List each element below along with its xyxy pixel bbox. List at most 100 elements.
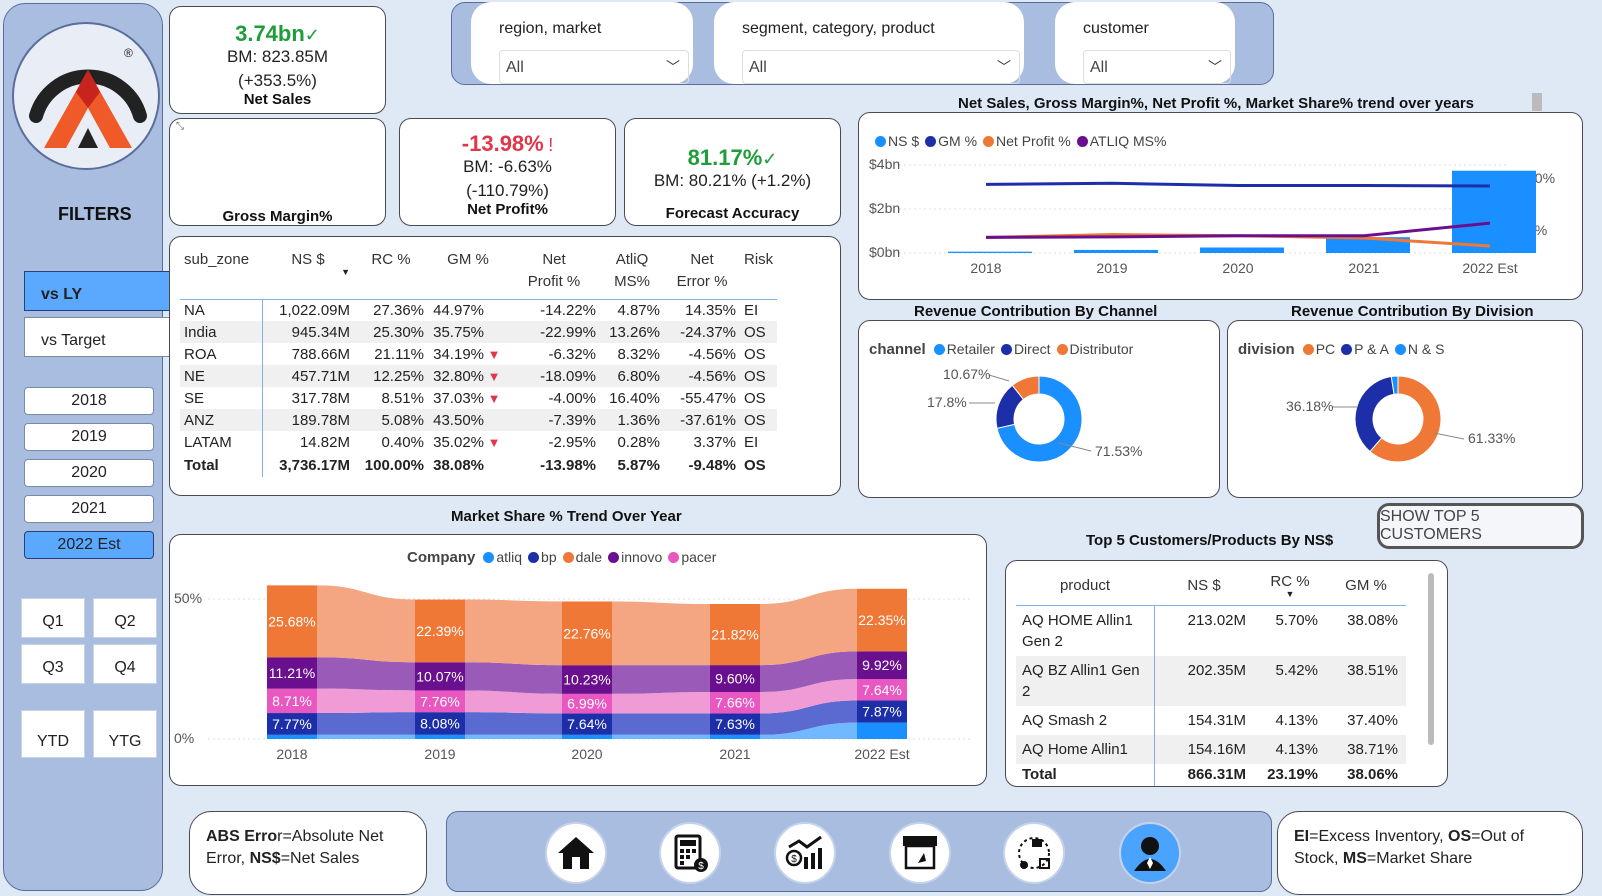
supply-chain-icon[interactable] [1003,822,1065,884]
period-ytd-button[interactable]: YTD [21,710,85,758]
cell-text: 202.35M [1187,661,1246,679]
legend-item[interactable]: Distributor [1069,341,1134,357]
period-q4-button[interactable]: Q4 [93,644,157,684]
legend-item[interactable]: P & A [1354,341,1389,357]
period-q3-button[interactable]: Q3 [21,644,85,684]
table-row[interactable]: India 945.34M 25.30% 35.75% -22.99% 13.26% -24… [180,321,778,343]
legend-item[interactable]: Direct [1013,341,1051,357]
scroll-handle[interactable] [1532,93,1542,111]
table-row[interactable]: AQ HOME Allin1 Gen 2 213.02M 5.70% 38.08% [1016,605,1406,656]
show-top5-customers-button[interactable]: SHOW TOP 5 CUSTOMERS [1377,503,1584,549]
legend-item[interactable]: PC [1315,341,1336,357]
column-header[interactable]: RC % ▼ [1254,567,1326,606]
table-cell: 4.13% [1254,735,1326,764]
legend-item[interactable]: N & S [1407,341,1445,357]
legend-item[interactable]: bp [541,549,557,565]
table-cell: 14.82M [262,431,354,453]
column-header[interactable]: NS $ [1154,567,1254,606]
top5-scrollbar[interactable] [1428,573,1434,745]
sort-desc-icon: ▼ [1285,589,1295,600]
column-header[interactable]: product [1016,567,1154,606]
x-tick-label: 2021 [1348,260,1379,276]
legend-item[interactable]: GM % [938,133,978,149]
column-header[interactable]: Net Profit % [508,245,600,300]
legend-item[interactable]: ATLIQ MS% [1089,133,1167,149]
column-header[interactable]: GM % [428,245,508,300]
legend-item[interactable]: Retailer [946,341,995,357]
table-cell: OS [740,343,777,365]
comparison-vs-target-button[interactable]: vs Target [24,317,179,357]
ribbon-dale [465,599,562,666]
cell-text: AQ HOME Allin1 [1022,611,1133,629]
table-cell: ROA [180,343,263,365]
table-row[interactable]: NA 1,022.09M 27.36% 44.97% -14.22% 4.87% 14.35… [180,299,778,321]
table-cell: 32.80% ▼ [428,365,508,387]
net-sales-label: Net Sales [243,91,312,108]
slicer-dropdown[interactable]: All ﹀ [1083,50,1231,84]
period-ytg-button[interactable]: YTG [93,710,157,758]
year-2021-button[interactable]: 2021 [24,495,154,523]
cell-text: -13.98% [540,456,596,474]
data-label: 7.64% [567,716,607,732]
header-text: Risk [744,251,774,268]
year-2022-est-button[interactable]: 2022 Est [24,531,154,559]
slicer-dropdown[interactable]: All ﹀ [742,50,1020,84]
net-profit-card: -13.98% ! BM: -6.63% (-110.79%) Net Prof… [399,118,616,226]
legend-item[interactable]: atliq [496,549,523,565]
cell-text: -7.39% [548,411,596,429]
legend-item[interactable]: dale [575,549,603,565]
table-cell: 35.02% ▼ [428,431,508,453]
column-header[interactable]: GM % [1326,567,1406,606]
legend-item[interactable]: NS $ [888,133,920,149]
cell-text: OS [744,345,766,363]
table-row[interactable]: AQ BZ Allin1 Gen 2 202.35M 5.42% 38.51% [1016,655,1406,706]
table-cell: 8.51% [354,387,428,409]
column-header[interactable]: Risk [740,245,778,300]
user-icon[interactable] [1119,822,1181,884]
table-row[interactable]: AQ Home Allin1 154.16M 4.13% 38.71% [1016,734,1406,764]
home-icon[interactable] [545,822,607,884]
channel-card: channel Retailer Direct Distributor 71.53% 1… [858,320,1220,498]
store-icon[interactable] [889,822,951,884]
column-header[interactable]: RC % [354,245,428,300]
cell-text: -4.00% [548,389,596,407]
header-text: RC % [371,251,411,268]
legend-item[interactable]: pacer [681,549,717,565]
period-q1-button[interactable]: Q1 [21,598,85,638]
period-q2-button[interactable]: Q2 [93,598,157,638]
table-row[interactable]: LATAM 14.82M 0.40% 35.02% ▼ -2.95% 0.28% 3.37% E… [180,431,778,453]
cell-text: ANZ [184,411,214,429]
table-cell: 945.34M [262,321,354,343]
year-2018-button[interactable]: 2018 [24,387,154,415]
calculator-icon[interactable]: $ [659,822,721,884]
ribbon-bp [465,712,562,735]
legend-swatch [1076,136,1088,147]
slice-label: 71.53% [1095,443,1142,459]
table-cell: 8.32% [600,343,664,365]
ribbon-innovo [465,662,562,694]
finance-chart-icon[interactable]: $ [774,822,836,884]
year-2019-button[interactable]: 2019 [24,423,154,451]
comparison-vs-ly-button[interactable]: vs LY [24,271,179,311]
column-header[interactable]: AtliQ MS% [600,245,664,300]
slicer-dropdown[interactable]: All ﹀ [499,50,689,84]
abbrev-key: OS [1448,828,1472,845]
bar-segment-bp [562,713,612,735]
data-label: 22.35% [858,612,905,628]
column-header[interactable]: Net Error % [664,245,740,300]
year-2020-button[interactable]: 2020 [24,459,154,487]
table-row[interactable]: ANZ 189.78M 5.08% 43.50% -7.39% 1.36% -37.61% O… [180,409,778,431]
legend-item[interactable]: Net Profit % [996,133,1071,149]
column-header[interactable]: sub_zone [180,245,262,300]
table-row[interactable]: NE 457.71M 12.25% 32.80% ▼ -18.09% 6.80% -4.56%… [180,365,778,387]
legend-item[interactable]: innovo [621,549,663,565]
table-cell: 25.30% [354,321,428,343]
donut-slice [1354,375,1395,453]
table-row[interactable]: AQ Smash 2 154.31M 4.13% 37.40% [1016,705,1406,735]
table-row[interactable]: SE 317.78M 8.51% 37.03% ▼ -4.00% 16.40% -55.47%… [180,387,778,409]
table-row[interactable]: ROA 788.66M 21.11% 34.19% ▼ -6.32% 8.32% -4.56%… [180,343,778,365]
column-header[interactable]: NS $ ▼ [262,245,354,300]
channel-donut: 71.53% 17.8% 10.67% [927,366,1142,463]
data-label: 7.63% [715,716,755,732]
trend-chart-title: Net Sales, Gross Margin%, Net Profit %, … [958,95,1475,112]
